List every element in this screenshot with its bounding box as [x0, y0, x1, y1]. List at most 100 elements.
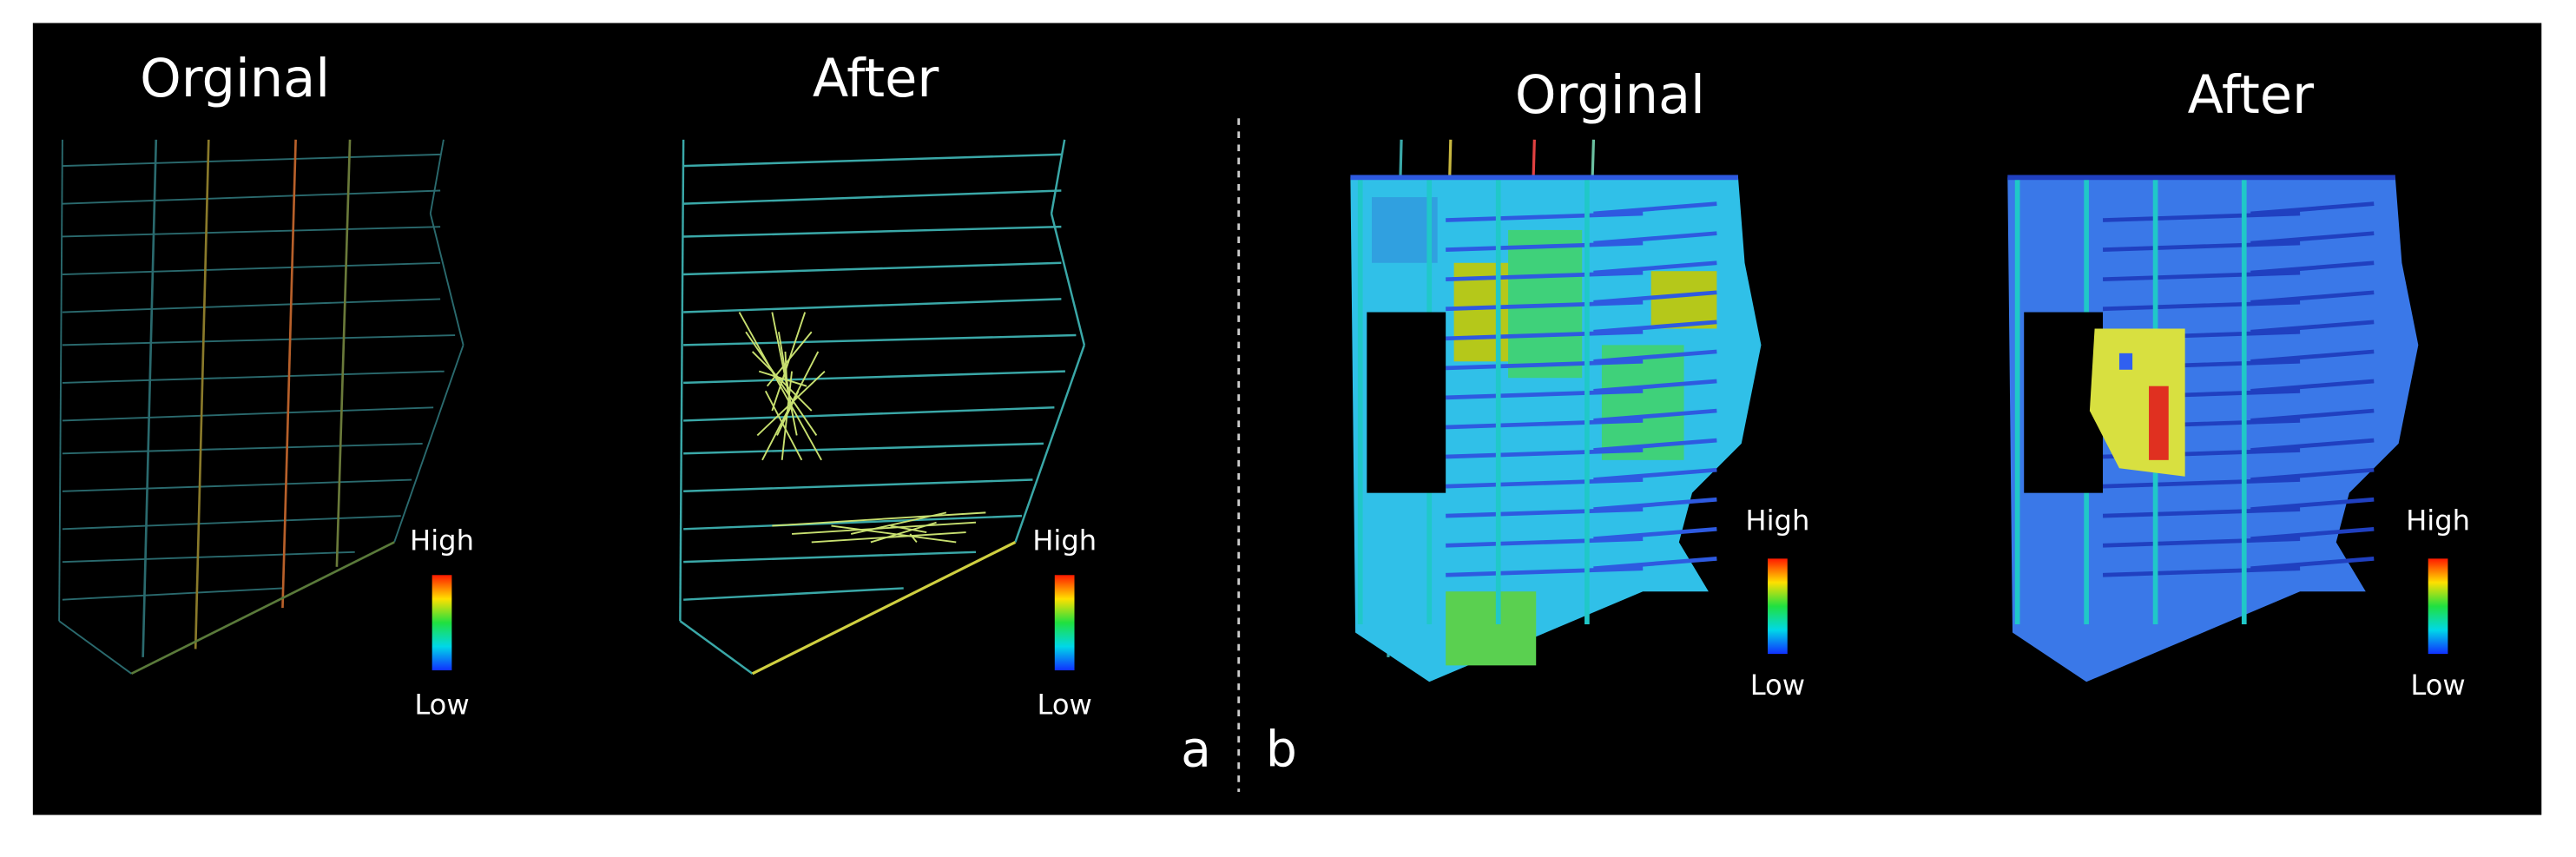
- street: [58, 620, 132, 675]
- street: [2102, 507, 2301, 518]
- street: [1014, 344, 1086, 543]
- street: [62, 189, 441, 205]
- street: [2102, 300, 2301, 312]
- legend-bar: [432, 575, 452, 671]
- street: [751, 541, 1017, 676]
- street: [791, 521, 977, 535]
- street: [683, 478, 1033, 493]
- block: [1372, 197, 1438, 263]
- street: [1593, 557, 1717, 571]
- street: [683, 514, 1023, 531]
- street: [1446, 478, 1644, 489]
- block: [1446, 591, 1537, 666]
- street: [62, 442, 423, 455]
- map-title: Orginal: [140, 49, 330, 109]
- street: [62, 406, 434, 422]
- street: [2250, 349, 2375, 364]
- street: [1593, 379, 1717, 393]
- street: [1593, 438, 1717, 452]
- street: [2102, 241, 2301, 252]
- street: [335, 139, 352, 567]
- street: [1446, 507, 1644, 518]
- street: [62, 226, 441, 238]
- street: [683, 153, 1062, 168]
- street: [429, 139, 445, 214]
- street: [62, 478, 412, 492]
- street: [756, 370, 826, 437]
- street: [683, 442, 1044, 455]
- street: [1593, 467, 1717, 482]
- street: [1446, 241, 1644, 252]
- street: [870, 521, 937, 544]
- street: [62, 515, 401, 531]
- street: [683, 370, 1065, 385]
- street: [771, 312, 807, 412]
- street: [2102, 211, 2301, 222]
- legend-bar: [1054, 575, 1075, 671]
- street: [281, 139, 297, 609]
- street: [1446, 329, 1644, 341]
- block: [1650, 271, 1717, 329]
- street: [62, 550, 355, 564]
- street: [2102, 270, 2301, 282]
- street: [429, 213, 464, 346]
- street: [142, 139, 158, 657]
- street: [2102, 478, 2301, 489]
- street: [683, 225, 1062, 238]
- street: [2250, 438, 2375, 452]
- street: [764, 390, 803, 461]
- street: [1593, 349, 1717, 364]
- street: [58, 139, 63, 622]
- street: [1593, 320, 1717, 334]
- void: [2024, 312, 2104, 493]
- map-area: [2007, 177, 2419, 682]
- legend-bar: [1768, 558, 1788, 655]
- street: [1050, 139, 1066, 214]
- street: [1050, 213, 1086, 346]
- street: [62, 298, 441, 313]
- street: [1446, 270, 1644, 282]
- street: [683, 189, 1062, 205]
- street: [831, 524, 957, 544]
- legend-high: High: [410, 524, 474, 557]
- map-title: After: [2188, 65, 2315, 126]
- street: [2250, 467, 2375, 482]
- street: [1593, 231, 1717, 246]
- panel-label: b: [1266, 721, 1297, 778]
- street: [683, 406, 1055, 422]
- street: [1446, 388, 1644, 400]
- street: [1446, 537, 1644, 548]
- street: [683, 587, 904, 601]
- street: [2250, 497, 2375, 511]
- street: [683, 550, 977, 564]
- street: [2250, 408, 2375, 423]
- street: [772, 511, 986, 527]
- legend-high: High: [2406, 504, 2470, 537]
- street: [62, 334, 456, 346]
- legend-high: High: [1032, 524, 1097, 557]
- panel-label: a: [1181, 721, 1211, 778]
- legend-high: High: [1745, 504, 1809, 537]
- street: [683, 333, 1077, 346]
- street: [761, 351, 820, 461]
- street: [2102, 566, 2301, 577]
- street: [679, 139, 685, 622]
- legend-low: Low: [2410, 669, 2465, 702]
- street: [850, 511, 947, 535]
- street: [1593, 408, 1717, 423]
- street: [2250, 557, 2375, 571]
- legend-low: Low: [414, 689, 469, 722]
- street: [2250, 526, 2375, 542]
- street: [393, 345, 464, 543]
- street: [2250, 379, 2375, 393]
- street: [2102, 537, 2301, 548]
- street: [1593, 201, 1717, 216]
- street: [1446, 566, 1644, 577]
- street: [909, 533, 918, 544]
- legend-low: Low: [1750, 669, 1805, 702]
- street: [2250, 231, 2375, 246]
- street: [2250, 290, 2375, 305]
- street: [130, 541, 395, 676]
- street: [683, 298, 1062, 313]
